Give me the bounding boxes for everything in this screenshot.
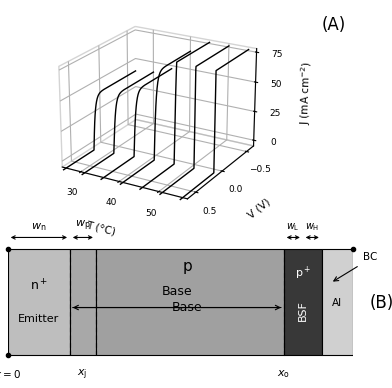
Text: (A): (A) — [321, 16, 346, 33]
Text: Al: Al — [332, 298, 342, 308]
Text: $w_\mathrm{p}$: $w_\mathrm{p}$ — [75, 218, 91, 232]
Text: $w_\mathrm{L}$: $w_\mathrm{L}$ — [287, 221, 300, 232]
Text: Base: Base — [172, 301, 203, 314]
Text: Emitter: Emitter — [18, 314, 60, 324]
Text: n$^+$: n$^+$ — [30, 279, 48, 294]
Text: $w_\mathrm{H}$: $w_\mathrm{H}$ — [305, 221, 319, 232]
Text: Base: Base — [162, 285, 192, 298]
Text: p$^+$: p$^+$ — [295, 265, 311, 282]
Bar — [284, 249, 322, 355]
Bar — [322, 249, 353, 355]
Bar — [8, 249, 70, 355]
Text: $x_\mathrm{o}$: $x_\mathrm{o}$ — [277, 368, 290, 379]
Text: $x_\mathrm{j}$: $x_\mathrm{j}$ — [77, 368, 87, 382]
Text: $x = 0$: $x = 0$ — [0, 368, 21, 380]
Text: (B): (B) — [370, 294, 392, 312]
Text: BSF: BSF — [298, 300, 308, 321]
Text: p: p — [182, 259, 192, 274]
Text: $w_\mathrm{n}$: $w_\mathrm{n}$ — [31, 221, 47, 232]
Bar — [96, 249, 284, 355]
X-axis label: T (°C): T (°C) — [85, 220, 116, 237]
Text: BC: BC — [363, 252, 377, 262]
Y-axis label: V (V): V (V) — [246, 197, 272, 220]
Bar — [70, 249, 96, 355]
